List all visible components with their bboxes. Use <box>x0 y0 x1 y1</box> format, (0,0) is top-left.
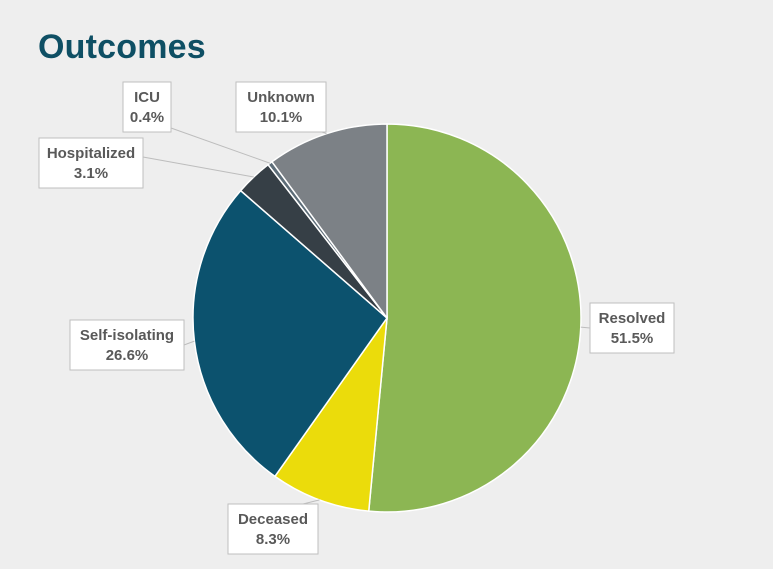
slice-label-self-isolating: Self-isolating <box>80 327 174 344</box>
slice-value-icu: 0.4% <box>130 109 164 126</box>
slice-label-icu: ICU <box>134 89 160 106</box>
slice-value-self-isolating: 26.6% <box>106 347 149 364</box>
slice-label-hospitalized: Hospitalized <box>47 145 135 162</box>
pie-slice-unknown <box>270 123 388 321</box>
leader-lines <box>142 127 591 505</box>
label-box-deceased <box>227 503 319 555</box>
page-title: Outcomes <box>38 28 206 66</box>
slice-value-deceased: 8.3% <box>256 531 290 548</box>
label-box-self-isolating <box>69 319 185 371</box>
leader-line-self-isolating <box>183 340 195 346</box>
pie-slices <box>192 123 582 513</box>
pie-slice-deceased <box>273 315 389 512</box>
slice-label-deceased: Deceased <box>238 511 308 528</box>
leader-line-hospitalized <box>142 156 254 178</box>
slice-value-resolved: 51.5% <box>611 330 654 347</box>
leader-line-deceased <box>302 499 320 505</box>
label-box-icu <box>122 81 172 133</box>
pie-slice-resolved <box>367 123 582 513</box>
slice-label-unknown: Unknown <box>247 89 315 106</box>
label-box-unknown <box>235 81 327 133</box>
slice-value-unknown: 10.1% <box>260 109 303 126</box>
slice-label-resolved: Resolved <box>599 310 666 327</box>
label-box-hospitalized <box>38 137 144 189</box>
label-box-resolved <box>589 302 675 354</box>
leader-line-resolved <box>580 326 591 329</box>
leader-line-icu <box>170 127 271 164</box>
data-labels: Resolved 51.5% Deceased 8.3% Self-isolating 2… <box>38 81 675 555</box>
slice-value-hospitalized: 3.1% <box>74 165 108 182</box>
